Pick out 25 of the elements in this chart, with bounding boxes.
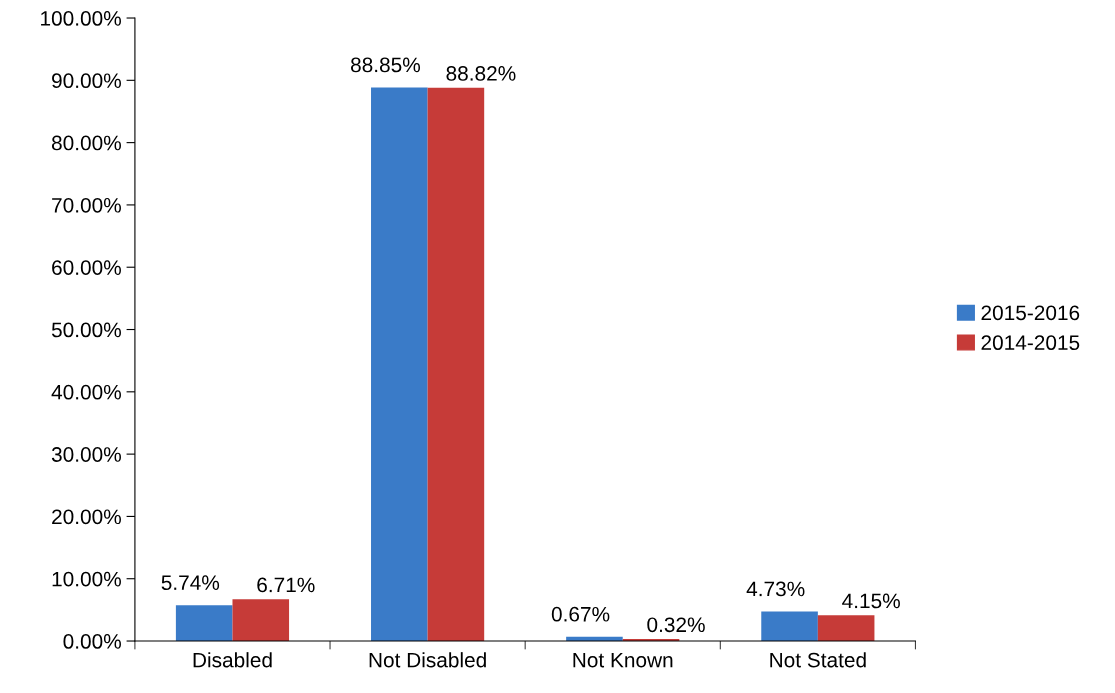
data-label: 0.67% (551, 606, 610, 622)
data-label: 88.82% (446, 66, 516, 81)
y-tick-label: 20.00% (52, 509, 121, 525)
x-tick-label: Disabled (193, 652, 272, 668)
y-tick-label: 70.00% (52, 197, 121, 213)
data-label: 5.74% (161, 575, 220, 591)
y-tick-label: 90.00% (52, 73, 121, 89)
data-label: 6.71% (257, 577, 315, 593)
data-label: 4.73% (746, 581, 805, 597)
x-tick-label: Not Known (573, 652, 673, 668)
x-tick-label: Not Stated (770, 652, 866, 668)
y-tick-label: 30.00% (51, 447, 121, 462)
y-tick-label: 10.00% (52, 571, 121, 587)
legend-label: 2014-2015 (981, 335, 1080, 351)
x-tick-label: Not Disabled (369, 652, 486, 668)
data-label: 0.32% (647, 617, 705, 633)
data-label: 4.15% (842, 593, 900, 609)
y-tick-label: 80.00% (51, 135, 121, 151)
y-tick-label: 0.00% (63, 634, 121, 649)
y-tick-label: 60.00% (52, 260, 121, 275)
y-tick-label: 100.00% (41, 11, 121, 26)
y-tick-label: 50.00% (51, 322, 121, 338)
data-label: 88.85% (351, 57, 421, 73)
y-tick-label: 40.00% (51, 384, 121, 400)
legend-label: 2015-2016 (981, 305, 1080, 321)
